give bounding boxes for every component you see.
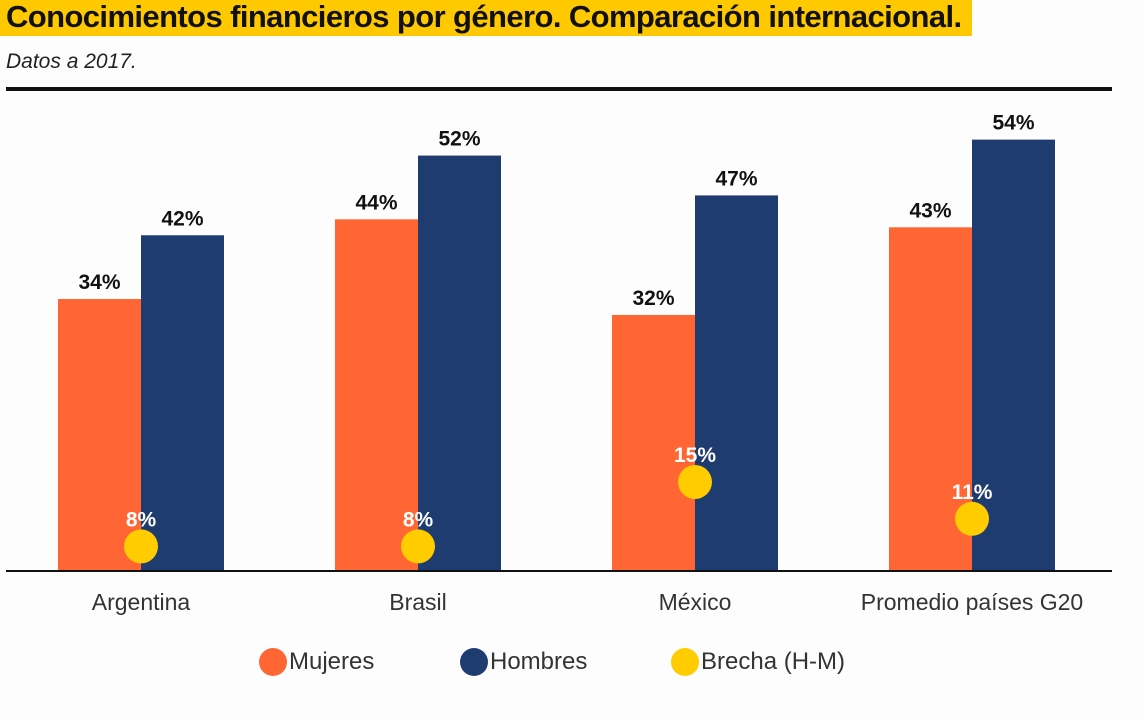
title-bar: Conocimientos financieros por género. Co… (0, 0, 972, 36)
bar-hombres-mexico (695, 195, 778, 570)
brecha-dot-mexico (678, 465, 712, 499)
legend-item-mujeres: Mujeres (259, 648, 374, 676)
legend-swatch-mujeres (259, 648, 287, 676)
brecha-dot-promedio-paises-g20 (955, 501, 989, 536)
chart-title: Conocimientos financieros por género. Co… (6, 0, 962, 34)
data-label-mujeres-argentina: 34% (78, 271, 120, 294)
bar-mujeres-mexico (612, 314, 695, 570)
brecha-dot-argentina (124, 529, 158, 564)
data-label-mujeres-brasil: 44% (355, 191, 397, 214)
data-label-hombres-promedio-paises-g20: 54% (992, 112, 1034, 135)
data-label-hombres-argentina: 42% (161, 207, 203, 230)
legend-label-mujeres: Mujeres (289, 648, 375, 675)
legend-item-hombres: Hombres (460, 648, 587, 676)
category-label-brasil: Brasil (389, 589, 447, 615)
legend-label-brecha: Brecha (H-M) (701, 648, 846, 675)
data-label-brecha-promedio-paises-g20: 11% (952, 481, 993, 504)
legend-item-brecha: Brecha (H-M) (671, 648, 845, 676)
category-label-promedio-paises-g20: Promedio países G20 (861, 589, 1083, 615)
bar-mujeres-brasil (335, 219, 418, 570)
data-label-brecha-brasil: 8% (403, 508, 434, 531)
data-label-hombres-mexico: 47% (715, 167, 757, 190)
data-label-hombres-brasil: 52% (438, 128, 480, 151)
brecha-dot-brasil (401, 529, 435, 564)
bar-hombres-brasil (418, 155, 501, 570)
legend: Mujeres Hombres Brecha (H-M) (0, 648, 1144, 688)
legend-swatch-brecha (671, 648, 699, 676)
bar-mujeres-argentina (58, 299, 141, 570)
category-label-mexico: México (659, 589, 732, 615)
bar-hombres-promedio-paises-g20 (972, 139, 1055, 570)
data-label-brecha-mexico: 15% (674, 444, 716, 467)
data-label-mujeres-promedio-paises-g20: 43% (909, 199, 951, 222)
category-label-argentina: Argentina (92, 589, 191, 615)
legend-label-hombres: Hombres (490, 648, 588, 675)
legend-swatch-hombres (460, 648, 488, 676)
data-label-mujeres-mexico: 32% (632, 287, 674, 310)
bar-hombres-argentina (141, 235, 224, 570)
data-label-brecha-argentina: 8% (126, 508, 157, 531)
chart-subtitle: Datos a 2017. (6, 50, 137, 73)
top-rule (6, 87, 1112, 91)
